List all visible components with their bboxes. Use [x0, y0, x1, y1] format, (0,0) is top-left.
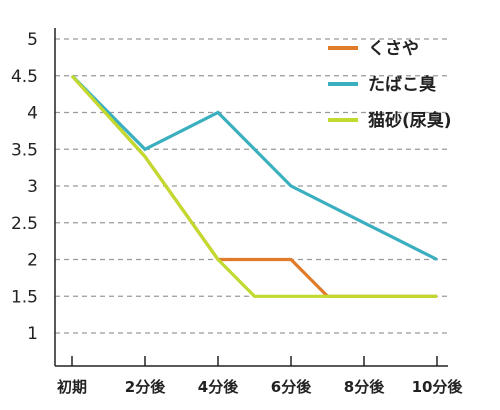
x-tick-label: 4分後 [198, 378, 239, 396]
y-tick-label: 3 [27, 177, 38, 197]
x-tick-label: 10分後 [412, 378, 464, 396]
y-tick-labels: 1 1.5 2 2.5 3 3.5 4 4.5 5 [11, 30, 38, 344]
legend-label: くさや [368, 39, 419, 59]
x-tick-marks [71, 356, 438, 366]
x-tick-label: 8分後 [344, 378, 385, 396]
x-tick-labels: 初期 2分後 4分後 6分後 8分後 10分後 [57, 378, 463, 396]
y-tick-label: 2 [27, 251, 38, 271]
y-tick-label: 1 [27, 324, 38, 344]
y-tick-label: 5 [27, 30, 38, 50]
y-tick-label: 2.5 [11, 214, 38, 234]
legend-label: 猫砂(尿臭) [368, 110, 452, 131]
y-tick-label: 3.5 [11, 140, 38, 160]
x-tick-label: 初期 [57, 378, 87, 396]
legend-label: たばこ臭 [368, 74, 436, 95]
series-line-1 [70, 74, 438, 261]
y-tick-label: 1.5 [11, 287, 38, 307]
axes [54, 28, 448, 367]
y-tick-label: 4.5 [11, 67, 38, 87]
y-tick-label: 4 [27, 104, 38, 124]
series-line-2 [70, 74, 437, 298]
x-tick-label: 6分後 [271, 378, 312, 396]
x-tick-label: 2分後 [125, 378, 166, 396]
series-lines [70, 74, 438, 298]
